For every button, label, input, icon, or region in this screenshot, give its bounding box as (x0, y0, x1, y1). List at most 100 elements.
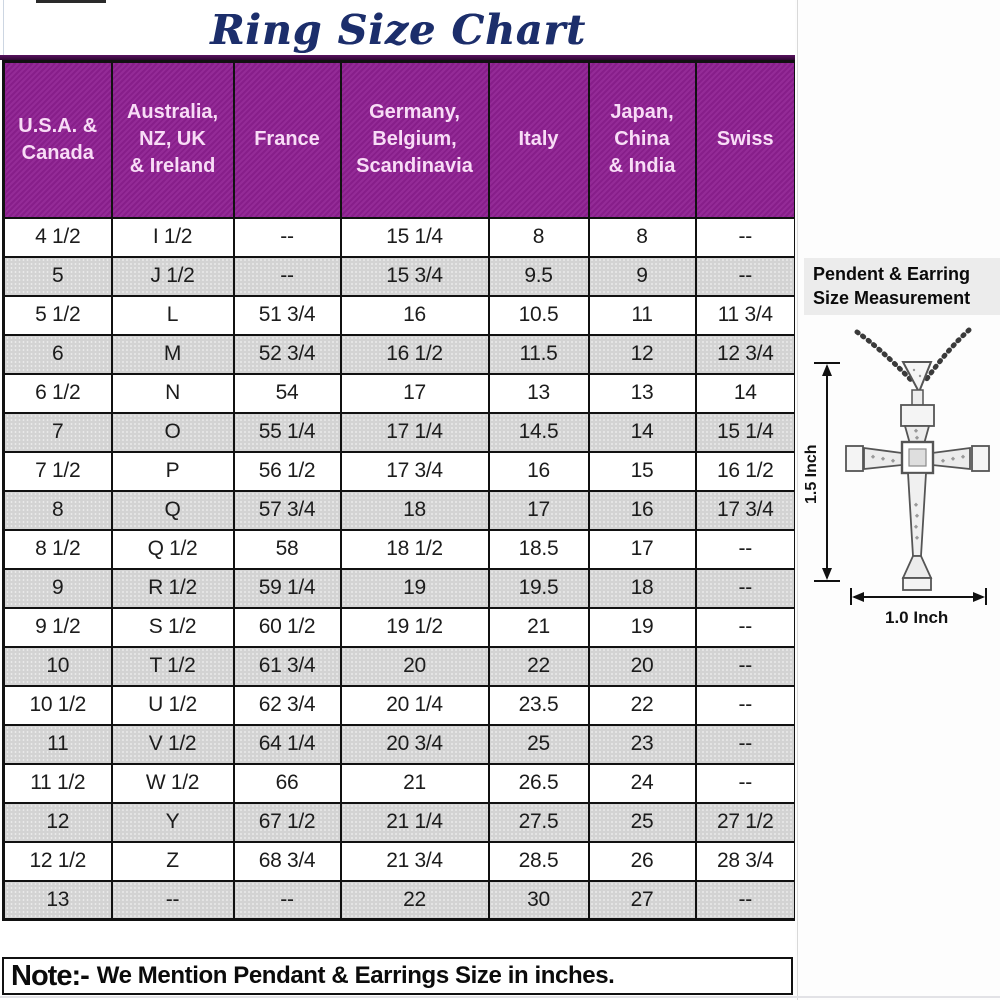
table-cell: 11 3/4 (694, 294, 797, 336)
table-cell: 8 (587, 216, 697, 258)
table-cell: 57 3/4 (232, 489, 342, 531)
table-cell: 62 3/4 (232, 684, 342, 726)
table-cell: 16 (487, 450, 590, 492)
column-header-australia-nz-uk-ireland: Australia, NZ, UK & Ireland (110, 60, 235, 219)
table-row: 13 -- -- 22 30 27 -- (2, 879, 797, 921)
table-cell: 11 (2, 723, 113, 765)
table-cell: 20 1/4 (339, 684, 490, 726)
table-cell: 66 (232, 762, 342, 804)
table-cell: Q 1/2 (110, 528, 235, 570)
table-cell: O (110, 411, 235, 453)
table-cell: 21 (487, 606, 590, 648)
table-cell: 10.5 (487, 294, 590, 336)
table-row: 7 O 55 1/4 17 1/4 14.5 14 15 1/4 (2, 411, 797, 453)
table-row: 6 M 52 3/4 16 1/2 11.5 12 12 3/4 (2, 333, 797, 375)
table-cell: 18 (339, 489, 490, 531)
table-row: 10 1/2 U 1/2 62 3/4 20 1/4 23.5 22 -- (2, 684, 797, 726)
table-cell: 21 1/4 (339, 801, 490, 843)
table-cell: 6 (2, 333, 113, 375)
table-cell: 52 3/4 (232, 333, 342, 375)
table-row: 9 1/2 S 1/2 60 1/2 19 1/2 21 19 -- (2, 606, 797, 648)
table-cell: 10 1/2 (2, 684, 113, 726)
page-title: Ring Size Chart (210, 6, 586, 54)
table-cell: -- (694, 567, 797, 609)
table-cell: 17 (339, 372, 490, 414)
table-cell: J 1/2 (110, 255, 235, 297)
table-cell: 16 1/2 (339, 333, 490, 375)
note-label: Note:- (11, 959, 90, 992)
table-cell: 23.5 (487, 684, 590, 726)
height-measure-label: 1.5 Inch (803, 444, 820, 504)
ring-size-table: U.S.A. & Canada Australia, NZ, UK & Irel… (2, 60, 797, 921)
table-cell: 17 3/4 (694, 489, 797, 531)
table-cell: 11 (587, 294, 697, 336)
table-cell: 20 (339, 645, 490, 687)
table-cell: 13 (487, 372, 590, 414)
table-cell: 7 1/2 (2, 450, 113, 492)
width-measure-arrow (850, 588, 987, 605)
table-cell: 23 (587, 723, 697, 765)
table-cell: -- (694, 216, 797, 258)
table-cell: 22 (587, 684, 697, 726)
table-cell: W 1/2 (110, 762, 235, 804)
pendant-measurement-panel: Pendent & Earring Size Measurement (795, 0, 1000, 1000)
table-cell: P (110, 450, 235, 492)
table-cell: 17 (587, 528, 697, 570)
table-cell: 30 (487, 879, 590, 921)
height-measure-arrow (814, 362, 840, 582)
table-row: 4 1/2 I 1/2 -- 15 1/4 8 8 -- (2, 216, 797, 258)
table-body: 4 1/2 I 1/2 -- 15 1/4 8 8 -- 5 J 1/2 -- 15 3/4 9.5 9… (2, 216, 797, 921)
table-cell: 14 (694, 372, 797, 414)
scan-artifact (36, 0, 106, 3)
table-cell: 51 3/4 (232, 294, 342, 336)
table-row: 10 T 1/2 61 3/4 20 22 20 -- (2, 645, 797, 687)
table-cell: 28 3/4 (694, 840, 797, 882)
table-cell: R 1/2 (110, 567, 235, 609)
table-cell: 19 (587, 606, 697, 648)
table-cell: -- (694, 879, 797, 921)
table-row: 11 1/2 W 1/2 66 21 26.5 24 -- (2, 762, 797, 804)
table-cell: -- (694, 528, 797, 570)
table-cell: 18 1/2 (339, 528, 490, 570)
column-header-germany-belgium-scandinavia: Germany, Belgium, Scandinavia (339, 60, 490, 219)
table-cell: 25 (587, 801, 697, 843)
column-header-usa-canada: U.S.A. & Canada (2, 60, 113, 219)
table-cell: 14.5 (487, 411, 590, 453)
table-cell: N (110, 372, 235, 414)
table-cell: 15 (587, 450, 697, 492)
table-cell: 17 1/4 (339, 411, 490, 453)
table-cell: I 1/2 (110, 216, 235, 258)
table-cell: 27 1/2 (694, 801, 797, 843)
table-cell: 9 (2, 567, 113, 609)
title-underline (0, 55, 797, 60)
cross-pendant-icon (845, 404, 990, 591)
necklace-chain-icon (854, 327, 972, 383)
table-cell: 11.5 (487, 333, 590, 375)
table-cell: 8 (487, 216, 590, 258)
table-cell: 8 (2, 489, 113, 531)
table-cell: 10 (2, 645, 113, 687)
table-row: 7 1/2 P 56 1/2 17 3/4 16 15 16 1/2 (2, 450, 797, 492)
table-cell: -- (232, 216, 342, 258)
table-row: 12 Y 67 1/2 21 1/4 27.5 25 27 1/2 (2, 801, 797, 843)
table-cell: 61 3/4 (232, 645, 342, 687)
table-cell: V 1/2 (110, 723, 235, 765)
table-cell: 19 1/2 (339, 606, 490, 648)
table-cell: 27 (587, 879, 697, 921)
table-cell: U 1/2 (110, 684, 235, 726)
column-header-japan-china-india: Japan, China & India (587, 60, 697, 219)
table-cell: 58 (232, 528, 342, 570)
table-cell: 27.5 (487, 801, 590, 843)
table-cell: 17 3/4 (339, 450, 490, 492)
table-cell: -- (694, 684, 797, 726)
cross-pendant-illustration: 1.5 Inch 1.0 Inch (803, 327, 990, 627)
table-cell: 9 (587, 255, 697, 297)
table-cell: L (110, 294, 235, 336)
table-row: 11 V 1/2 64 1/4 20 3/4 25 23 -- (2, 723, 797, 765)
table-cell: 9.5 (487, 255, 590, 297)
table-cell: T 1/2 (110, 645, 235, 687)
table-cell: 26.5 (487, 762, 590, 804)
